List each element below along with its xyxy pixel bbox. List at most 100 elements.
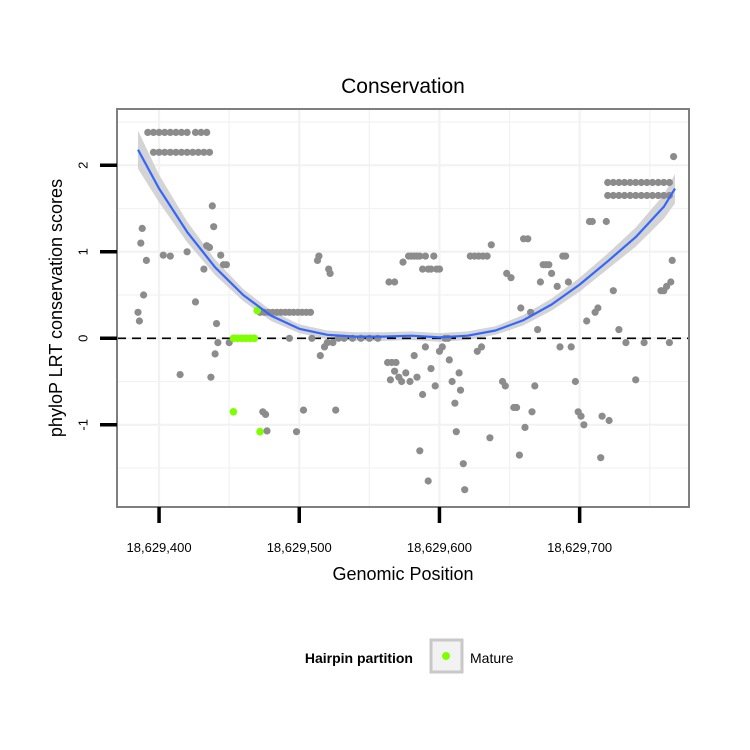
data-point (137, 239, 145, 247)
y-tick-label: 0 (75, 335, 90, 342)
data-point-mature (256, 427, 264, 436)
data-point (149, 148, 158, 156)
data-point (207, 373, 215, 381)
data-point (166, 148, 174, 156)
data-point (183, 128, 191, 136)
data-point (456, 386, 465, 394)
y-tick-label: 1 (75, 248, 90, 255)
data-point (448, 377, 456, 386)
data-point (329, 339, 337, 347)
legend-title: Hairpin partition (305, 650, 413, 666)
data-point (632, 178, 640, 187)
data-point (609, 178, 617, 187)
smooth-line-layer (137, 149, 676, 339)
data-point (332, 406, 340, 414)
data-point (386, 376, 394, 384)
data-point (604, 178, 612, 187)
data-point (431, 382, 439, 390)
data-point (316, 352, 324, 360)
data-point (200, 265, 208, 273)
data-point (583, 317, 591, 325)
data-point (161, 148, 169, 156)
plot-panel (117, 109, 689, 507)
data-point (654, 178, 662, 187)
legend: Hairpin partition Mature (305, 638, 514, 674)
data-point (421, 343, 429, 351)
data-point (620, 191, 629, 200)
data-point (140, 291, 148, 299)
y-tick-label: -1 (75, 419, 90, 431)
data-point (144, 128, 152, 136)
data-point (419, 390, 427, 399)
data-point (632, 191, 640, 200)
data-point (326, 269, 334, 277)
data-point (455, 369, 463, 377)
data-point (263, 427, 271, 435)
data-point (392, 358, 400, 367)
data-point (528, 408, 536, 416)
data-point (564, 278, 573, 286)
data-point (183, 248, 191, 256)
x-tick-label: 18,629,700 (547, 540, 612, 555)
data-point (391, 367, 399, 375)
x-axis-title: Genomic Position (332, 564, 473, 584)
data-point (212, 320, 221, 328)
data-point (637, 191, 645, 200)
data-point (531, 382, 539, 390)
data-point (391, 278, 399, 286)
data-point (424, 477, 432, 485)
data-point (602, 217, 610, 226)
data-point (604, 191, 612, 200)
y-axis-title: phyloP LRT conservation scores (46, 179, 66, 437)
data-point (459, 460, 467, 468)
data-point (667, 278, 675, 286)
data-point (615, 178, 623, 187)
data-point (605, 416, 613, 425)
data-point-mature (250, 334, 259, 343)
data-point (292, 428, 301, 436)
data-point (553, 282, 561, 290)
data-point (626, 178, 634, 187)
data-point (416, 252, 424, 260)
data-point (487, 241, 495, 249)
data-point (149, 128, 158, 136)
data-point (142, 256, 150, 264)
data-point (548, 269, 556, 277)
data-point (545, 261, 553, 269)
data-point (665, 339, 674, 347)
data-point (430, 252, 438, 260)
data-point (615, 326, 623, 334)
x-axis: 18,629,400 18,629,500 18,629,600 18,629,700 (127, 507, 612, 555)
data-point (515, 451, 524, 459)
data-point (406, 377, 414, 386)
data-point (306, 308, 315, 316)
data-point (615, 191, 623, 200)
data-point (285, 334, 293, 342)
data-point (643, 191, 651, 200)
smooth-trend-line (137, 149, 676, 339)
x-tick-label: 18,629,400 (127, 540, 192, 555)
data-point (416, 447, 424, 455)
data-point (323, 339, 331, 347)
data-point (166, 128, 174, 136)
data-point (668, 256, 676, 264)
y-axis: 2 1 0 -1 (75, 162, 117, 431)
data-point (452, 428, 460, 436)
data-point (438, 343, 446, 351)
data-point (200, 148, 208, 156)
data-point (562, 252, 570, 260)
data-point (262, 410, 270, 418)
data-point (660, 191, 668, 200)
data-point (427, 265, 435, 273)
data-point (217, 251, 225, 259)
data-point (637, 178, 645, 187)
data-point (524, 235, 532, 243)
data-point (172, 128, 180, 136)
data-point (660, 178, 668, 187)
data-point (208, 202, 216, 210)
data-point (594, 304, 602, 312)
data-point (648, 191, 657, 200)
data-point (598, 412, 606, 420)
data-point (632, 376, 640, 384)
